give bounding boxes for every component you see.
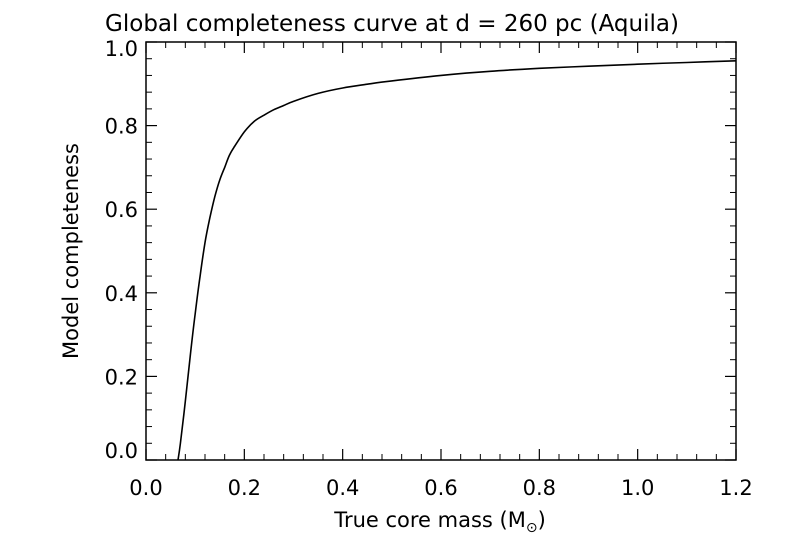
y-tick-label: 0.0	[105, 439, 138, 463]
x-axis-label-main: True core mass (M	[333, 508, 526, 532]
x-tick-label: 0.0	[129, 476, 162, 500]
x-tick-label: 0.6	[424, 476, 457, 500]
y-tick-label: 0.2	[105, 365, 138, 389]
x-tick-label: 1.0	[621, 476, 654, 500]
x-tick-label: 0.2	[228, 476, 261, 500]
x-tick-label: 0.4	[326, 476, 359, 500]
x-tick-label: 0.8	[523, 476, 556, 500]
data-series	[177, 60, 737, 461]
plot-frame	[145, 41, 737, 461]
x-axis-label: True core mass (M⊙)	[333, 508, 546, 536]
x-tick-label: 1.2	[719, 476, 752, 500]
axis-tick-labels: 0.0 0.2 0.4 0.6 0.8 1.0 1.2 0.0 0.2 0.4 0.6 0.8 1.0	[105, 37, 753, 500]
chart-title: Global completeness curve at d = 260 pc …	[105, 11, 679, 37]
x-axis-label-sub: ⊙	[526, 520, 538, 536]
y-tick-label: 0.6	[105, 198, 138, 222]
y-axis-label: Model completeness	[59, 143, 83, 359]
completeness-curve	[177, 60, 737, 461]
y-tick-label: 0.8	[105, 115, 138, 139]
y-tick-label: 1.0	[105, 37, 138, 61]
x-axis-label-close: )	[538, 508, 546, 532]
y-tick-label: 0.4	[105, 282, 138, 306]
axis-ticks	[145, 41, 737, 461]
